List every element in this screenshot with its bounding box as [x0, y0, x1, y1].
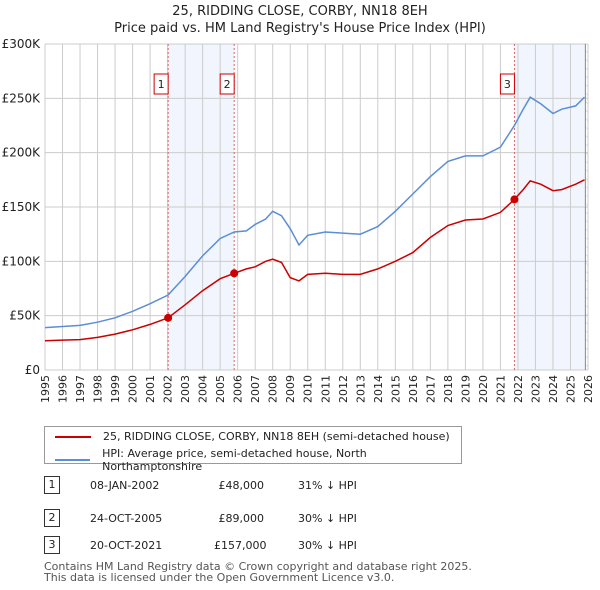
footer-line: This data is licensed under the Open Gov… [44, 571, 395, 584]
x-tick-label: 2019 [459, 375, 472, 403]
x-tick-label: 2011 [319, 375, 332, 403]
sale-label: 1 [158, 78, 165, 91]
sale-date: 20-OCT-2021 [90, 538, 163, 552]
sale-hpi-diff: 31% ↓ HPI [298, 478, 357, 492]
sale-label-box [153, 73, 169, 95]
property-series-line [44, 179, 585, 342]
sale-label: 2 [224, 78, 231, 91]
x-tick-label: 2004 [197, 375, 210, 403]
x-tick-label: 2022 [512, 375, 525, 403]
sale-price: £48,000 [218, 478, 265, 492]
x-tick-label: 2009 [284, 375, 297, 403]
sale-hpi-diff: 30% ↓ HPI [298, 538, 357, 552]
x-tick-label: 2024 [547, 375, 560, 403]
y-tick-label: £300K [2, 37, 42, 51]
x-tick-label: 2007 [249, 375, 262, 403]
x-tick-label: 2013 [354, 375, 367, 403]
sale-point [230, 269, 239, 278]
sale-label: 3 [504, 78, 511, 91]
x-tick-label: 2010 [302, 375, 315, 403]
legend-label-hpi: HPI: Average price, semi-detached house,… [102, 447, 367, 473]
x-tick-label: 2001 [144, 375, 157, 403]
x-tick-label: 2021 [494, 375, 507, 403]
sale-price: £157,000 [214, 538, 267, 552]
sale-number-badge: 1 [44, 476, 60, 494]
sale-hpi-diff: 30% ↓ HPI [298, 511, 357, 525]
sale-row: 3 20-OCT-2021 £157,000 30% ↓ HPI [44, 536, 357, 554]
sale-date: 24-OCT-2005 [90, 511, 163, 525]
sale-number-badge: 2 [44, 509, 60, 527]
x-tick-label: 2005 [214, 375, 227, 403]
x-tick-label: 2014 [372, 375, 385, 403]
sale-number-badge: 3 [44, 536, 60, 554]
x-tick-label: 2015 [389, 375, 402, 403]
x-tick-label: 2018 [442, 375, 455, 403]
legend-swatch-property [55, 435, 91, 438]
x-tick-label: 1996 [57, 375, 70, 403]
x-tick-label: 2012 [337, 375, 350, 403]
x-tick-label: 1998 [92, 375, 105, 403]
sale-date: 08-JAN-2002 [90, 478, 160, 492]
sale-row: 2 24-OCT-2005 £89,000 30% ↓ HPI [44, 509, 357, 527]
x-tick-label: 2016 [407, 375, 420, 403]
y-tick-label: £100K [2, 254, 42, 268]
x-tick-label: 2025 [564, 375, 577, 403]
x-tick-label: 2020 [477, 375, 490, 403]
x-tick-label: 2003 [179, 375, 192, 403]
sale-point [164, 313, 173, 322]
x-tick-label: 2002 [162, 375, 175, 403]
y-tick-label: £150K [2, 200, 42, 214]
x-tick-label: 2008 [267, 375, 280, 403]
y-tick-label: £200K [2, 146, 42, 160]
sale-price: £89,000 [218, 511, 265, 525]
x-tick-label: 2023 [529, 375, 542, 403]
legend-swatch-hpi [55, 459, 91, 461]
chart-subtitle: Price paid vs. HM Land Registry's House … [114, 21, 486, 36]
footer: Contains HM Land Registry data © Crown c… [44, 561, 472, 583]
sale-label-box [219, 73, 235, 95]
x-tick-label: 1997 [74, 375, 87, 403]
hpi-series-line [44, 96, 586, 329]
price-chart: 1995 1996 1997 1998 1999 2000 2001 2002 2003 2004… [2, 37, 595, 403]
legend-label-property: 25, RIDDING CLOSE, CORBY, NN18 8EH (semi… [103, 430, 450, 443]
x-tick-label: 2000 [127, 375, 140, 403]
chart-title: 25, RIDDING CLOSE, CORBY, NN18 8EH [172, 4, 428, 19]
x-tick-label: 2017 [424, 375, 437, 403]
x-tick-label: 2006 [232, 375, 245, 403]
y-tick-label: £250K [2, 91, 42, 105]
sale-point [510, 195, 519, 204]
y-tick-label: £50K [9, 309, 41, 323]
x-tick-label: 1995 [39, 375, 52, 403]
x-tick-label: 2026 [582, 375, 595, 403]
y-tick-label: £0 [25, 363, 40, 377]
sale-row: 1 08-JAN-2002 £48,000 31% ↓ HPI [44, 476, 357, 494]
legend: 25, RIDDING CLOSE, CORBY, NN18 8EH (semi… [44, 426, 462, 473]
footer-line: Contains HM Land Registry data © Crown c… [44, 560, 472, 573]
x-tick-label: 1999 [109, 375, 122, 403]
sale-label-box [499, 73, 515, 95]
